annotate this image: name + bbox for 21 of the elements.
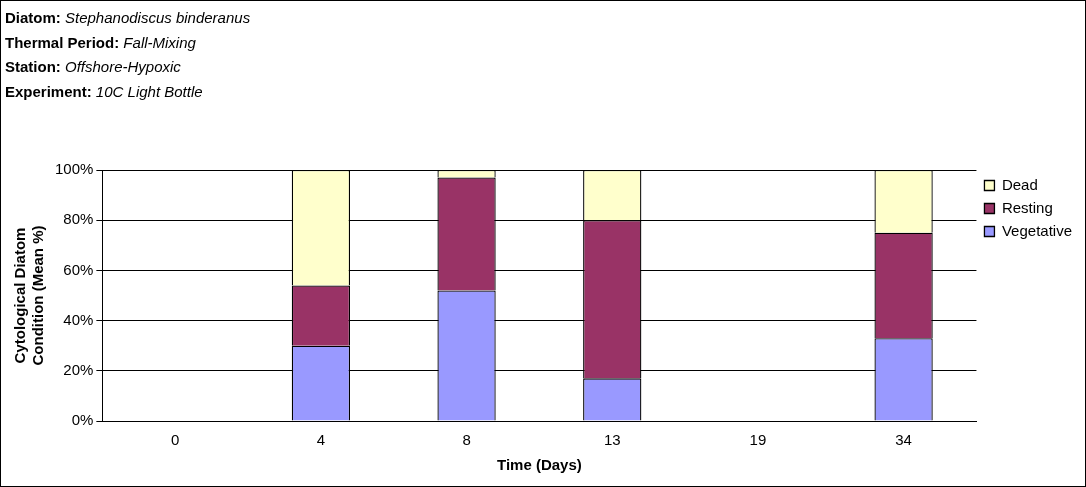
text: Thermal Period: Fall-Mixing xyxy=(5,33,196,51)
x-tick-label: 0 xyxy=(171,431,180,449)
x-tick-label: 4 xyxy=(316,431,326,449)
x-tick-label: 19 xyxy=(749,431,767,449)
text: Station: Offshore-Hypoxic xyxy=(5,58,181,75)
x-tick-label: 34 xyxy=(895,431,912,449)
legend-label: Resting xyxy=(1001,198,1053,216)
chart-title: Diatom: Stephanodiscus binderanus xyxy=(5,9,251,26)
legend-label: Dead xyxy=(1001,175,1038,193)
y-axis-title: Cytological Diatom Condition (Mean %) xyxy=(11,225,47,366)
y-tick-label: 60% xyxy=(63,260,94,278)
y-tick-label: 40% xyxy=(63,310,94,328)
x-tick-label: 8 xyxy=(462,431,471,449)
x-axis-title: Time (Days) xyxy=(497,456,582,474)
y-tick-label: 80% xyxy=(63,210,94,228)
y-tick-label: 20% xyxy=(63,360,94,378)
y-tick-label: 100% xyxy=(54,160,94,178)
legend-label: Vegetative xyxy=(1001,221,1073,239)
y-tick-label: 0% xyxy=(71,411,94,429)
text: Experiment: 10C Light Bottle xyxy=(5,82,203,100)
x-tick-label: 13 xyxy=(603,431,621,449)
